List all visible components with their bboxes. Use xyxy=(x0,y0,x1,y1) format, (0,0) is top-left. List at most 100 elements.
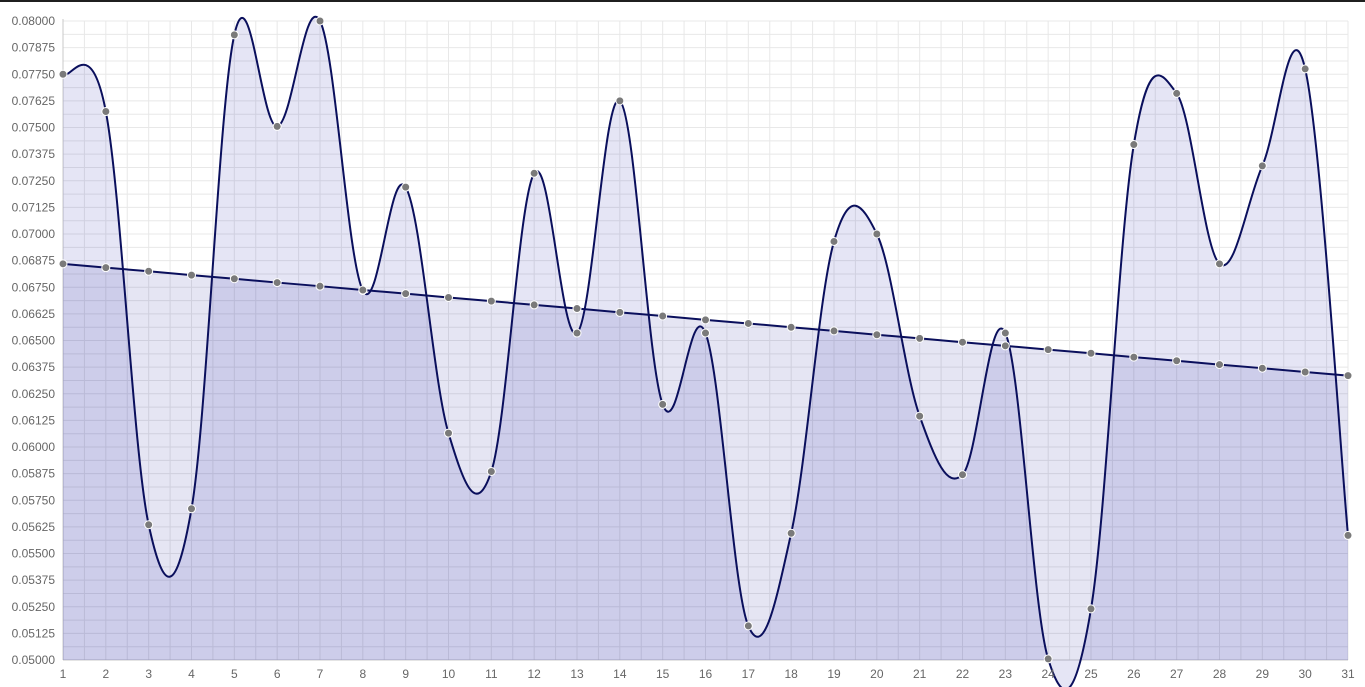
trend-point[interactable] xyxy=(915,333,925,343)
trend-point[interactable] xyxy=(1343,371,1353,381)
data-point[interactable] xyxy=(486,466,496,476)
trend-point[interactable] xyxy=(872,330,882,340)
data-point[interactable] xyxy=(958,470,967,480)
trend-point[interactable] xyxy=(572,304,582,314)
trend-point[interactable] xyxy=(187,270,196,280)
data-point[interactable] xyxy=(144,520,154,530)
x-tick-label: 9 xyxy=(402,667,409,681)
data-point[interactable] xyxy=(915,411,925,421)
x-tick-label: 17 xyxy=(742,667,756,681)
y-tick-label: 0.07750 xyxy=(12,67,56,81)
trend-point[interactable] xyxy=(786,322,796,332)
y-tick-label: 0.05125 xyxy=(12,626,56,640)
y-tick-label: 0.06875 xyxy=(12,254,56,268)
data-point[interactable] xyxy=(229,30,239,40)
x-tick-label: 26 xyxy=(1127,667,1141,681)
x-tick-label: 6 xyxy=(274,667,281,681)
y-tick-label: 0.05875 xyxy=(12,467,56,481)
data-point[interactable] xyxy=(529,168,539,178)
y-tick-label: 0.05500 xyxy=(12,547,56,561)
x-tick-label: 28 xyxy=(1213,667,1227,681)
data-point[interactable] xyxy=(1043,654,1053,664)
trend-point[interactable] xyxy=(401,289,411,299)
x-tick-label: 18 xyxy=(784,667,798,681)
y-tick-label: 0.06375 xyxy=(12,360,56,374)
trend-point[interactable] xyxy=(1129,352,1139,362)
top-border xyxy=(0,0,1365,2)
data-point[interactable] xyxy=(401,182,411,192)
x-tick-label: 27 xyxy=(1170,667,1184,681)
data-point[interactable] xyxy=(1300,64,1310,74)
series-line xyxy=(62,16,1349,687)
data-point[interactable] xyxy=(272,121,282,131)
data-point[interactable] xyxy=(658,399,668,409)
trend-point[interactable] xyxy=(1300,367,1310,377)
trend-point[interactable] xyxy=(58,259,68,269)
data-point[interactable] xyxy=(315,16,325,26)
x-axis-ticks: 1 2 3 4 5 6 7 8 9 10 11 12 13 14 15 16 17 18 19 20 21 22 23 24 2… xyxy=(60,667,1355,681)
data-point[interactable] xyxy=(615,96,625,106)
trend-point[interactable] xyxy=(1215,360,1224,370)
trend-point[interactable] xyxy=(1172,356,1182,366)
x-tick-label: 14 xyxy=(613,667,627,681)
y-tick-label: 0.06000 xyxy=(12,440,56,454)
x-tick-label: 12 xyxy=(527,667,541,681)
data-points xyxy=(58,16,1353,664)
trend-point[interactable] xyxy=(658,311,668,321)
trend-point[interactable] xyxy=(1000,341,1010,351)
x-tick-label: 11 xyxy=(485,667,498,681)
x-tick-label: 4 xyxy=(188,667,195,681)
data-point[interactable] xyxy=(743,621,753,631)
data-point[interactable] xyxy=(701,328,710,338)
data-point[interactable] xyxy=(444,428,453,438)
trend-point[interactable] xyxy=(958,337,967,347)
data-point[interactable] xyxy=(1257,161,1267,171)
trend-area xyxy=(63,263,1348,660)
data-point[interactable] xyxy=(872,229,882,239)
series-area xyxy=(63,17,1348,687)
trend-point[interactable] xyxy=(529,300,539,310)
trend-point[interactable] xyxy=(486,296,496,306)
x-tick-label: 7 xyxy=(317,667,324,681)
trend-point[interactable] xyxy=(144,266,154,276)
trend-point[interactable] xyxy=(615,307,625,317)
trend-point[interactable] xyxy=(229,274,239,284)
trend-point[interactable] xyxy=(1086,348,1096,358)
x-tick-label: 16 xyxy=(699,667,713,681)
data-point[interactable] xyxy=(1172,88,1182,98)
y-tick-label: 0.06750 xyxy=(12,280,56,294)
data-point[interactable] xyxy=(1343,530,1353,540)
data-point[interactable] xyxy=(1000,328,1010,338)
trend-point[interactable] xyxy=(743,318,753,328)
trend-point[interactable] xyxy=(1257,363,1267,373)
data-point[interactable] xyxy=(1086,604,1096,614)
data-point[interactable] xyxy=(187,504,196,514)
data-point[interactable] xyxy=(101,107,111,117)
trend-point[interactable] xyxy=(101,263,111,273)
data-point[interactable] xyxy=(786,528,796,538)
trend-point[interactable] xyxy=(315,281,325,291)
x-tick-label: 19 xyxy=(827,667,841,681)
data-point[interactable] xyxy=(1129,140,1139,150)
y-tick-label: 0.07125 xyxy=(12,200,56,214)
data-point[interactable] xyxy=(1215,259,1224,269)
y-tick-label: 0.06500 xyxy=(12,334,56,348)
data-point[interactable] xyxy=(829,236,839,246)
data-point[interactable] xyxy=(58,69,68,79)
x-tick-label: 21 xyxy=(913,667,927,681)
x-tick-label: 31 xyxy=(1341,667,1355,681)
data-point[interactable] xyxy=(572,328,582,338)
x-tick-label: 1 xyxy=(60,667,67,681)
trend-point[interactable] xyxy=(444,292,453,302)
trend-point[interactable] xyxy=(829,326,839,336)
series-areas xyxy=(63,17,1348,687)
trend-point[interactable] xyxy=(1043,345,1053,355)
x-tick-label: 24 xyxy=(1041,667,1055,681)
trend-point[interactable] xyxy=(701,315,710,325)
y-tick-label: 0.07625 xyxy=(12,94,56,108)
trend-point[interactable] xyxy=(272,278,282,288)
x-tick-label: 8 xyxy=(359,667,366,681)
x-tick-label: 30 xyxy=(1298,667,1312,681)
trend-point[interactable] xyxy=(358,285,368,295)
